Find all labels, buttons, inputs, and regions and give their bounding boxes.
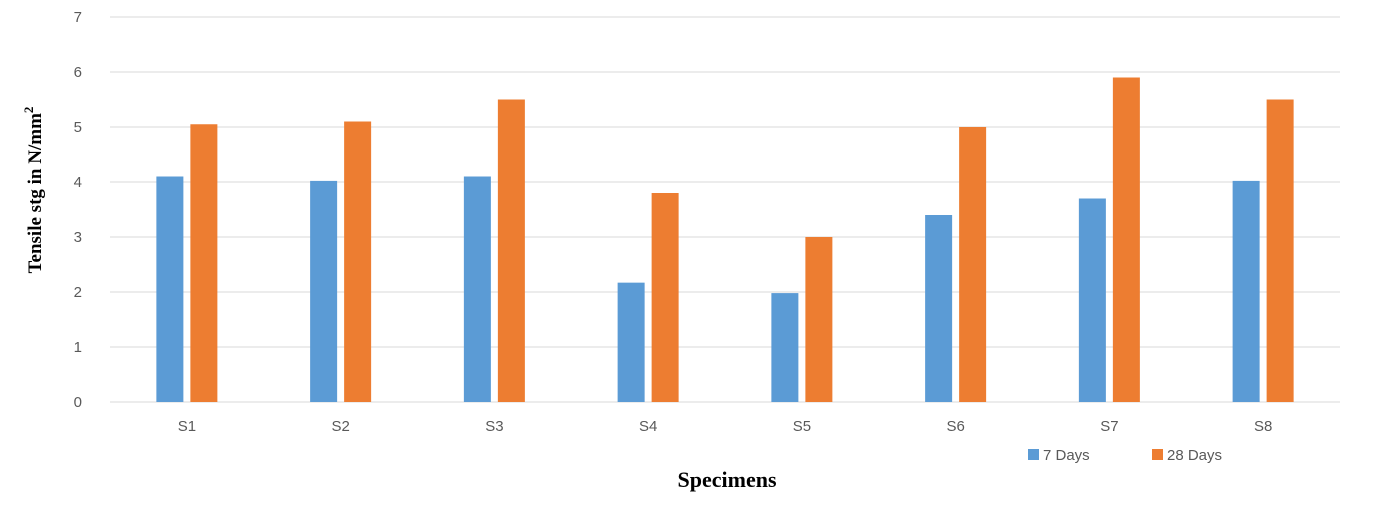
x-tick-label: S8: [1254, 418, 1272, 435]
bar-s2-series-2: [344, 121, 372, 402]
bar-s4-series-1: [617, 282, 645, 402]
y-axis-label: Tensile stg in N/mm2: [21, 107, 46, 274]
y-tick-label: 3: [74, 229, 82, 246]
y-tick-label: 5: [74, 119, 82, 136]
legend-swatch-series-2: [1152, 449, 1163, 460]
bar-s8-series-2: [1266, 99, 1294, 402]
bar-s5-series-1: [771, 293, 799, 402]
bar-s7-series-1: [1078, 198, 1106, 402]
y-tick-label: 7: [74, 9, 82, 26]
x-axis-label: Specimens: [678, 467, 777, 492]
y-tick-label: 6: [74, 64, 82, 81]
y-axis-ticks: 0 1 2 3 4 5 6 7: [74, 9, 82, 411]
bar-s1-series-2: [190, 124, 218, 402]
legend: 7 Days 28 Days: [1028, 447, 1222, 464]
bars: [156, 77, 1294, 402]
y-axis-label-superscript: 2: [21, 107, 36, 114]
x-axis-ticks: S1 S2 S3 S4 S5 S6 S7 S8: [178, 418, 1273, 435]
bar-s6-series-1: [925, 215, 953, 402]
x-tick-label: S2: [331, 418, 349, 435]
y-tick-label: 4: [74, 174, 82, 191]
x-tick-label: S7: [1100, 418, 1118, 435]
bar-s2-series-1: [310, 180, 338, 402]
bar-s7-series-2: [1112, 77, 1140, 402]
bar-s5-series-2: [805, 237, 833, 402]
bar-s3-series-2: [497, 99, 525, 402]
legend-label-series-2: 28 Days: [1167, 447, 1222, 464]
legend-swatch-series-1: [1028, 449, 1039, 460]
x-tick-label: S3: [485, 418, 503, 435]
x-tick-label: S5: [793, 418, 811, 435]
x-tick-label: S1: [178, 418, 196, 435]
bar-s4-series-2: [651, 193, 679, 402]
legend-label-series-1: 7 Days: [1043, 447, 1090, 464]
bar-s1-series-1: [156, 176, 184, 402]
y-tick-label: 1: [74, 339, 82, 356]
y-tick-label: 2: [74, 284, 82, 301]
y-tick-label: 0: [74, 394, 82, 411]
x-tick-label: S4: [639, 418, 657, 435]
bar-s8-series-1: [1232, 180, 1260, 402]
gridlines: [110, 16, 1340, 403]
bar-s3-series-1: [463, 176, 491, 402]
bar-s6-series-2: [959, 127, 987, 402]
x-tick-label: S6: [946, 418, 964, 435]
